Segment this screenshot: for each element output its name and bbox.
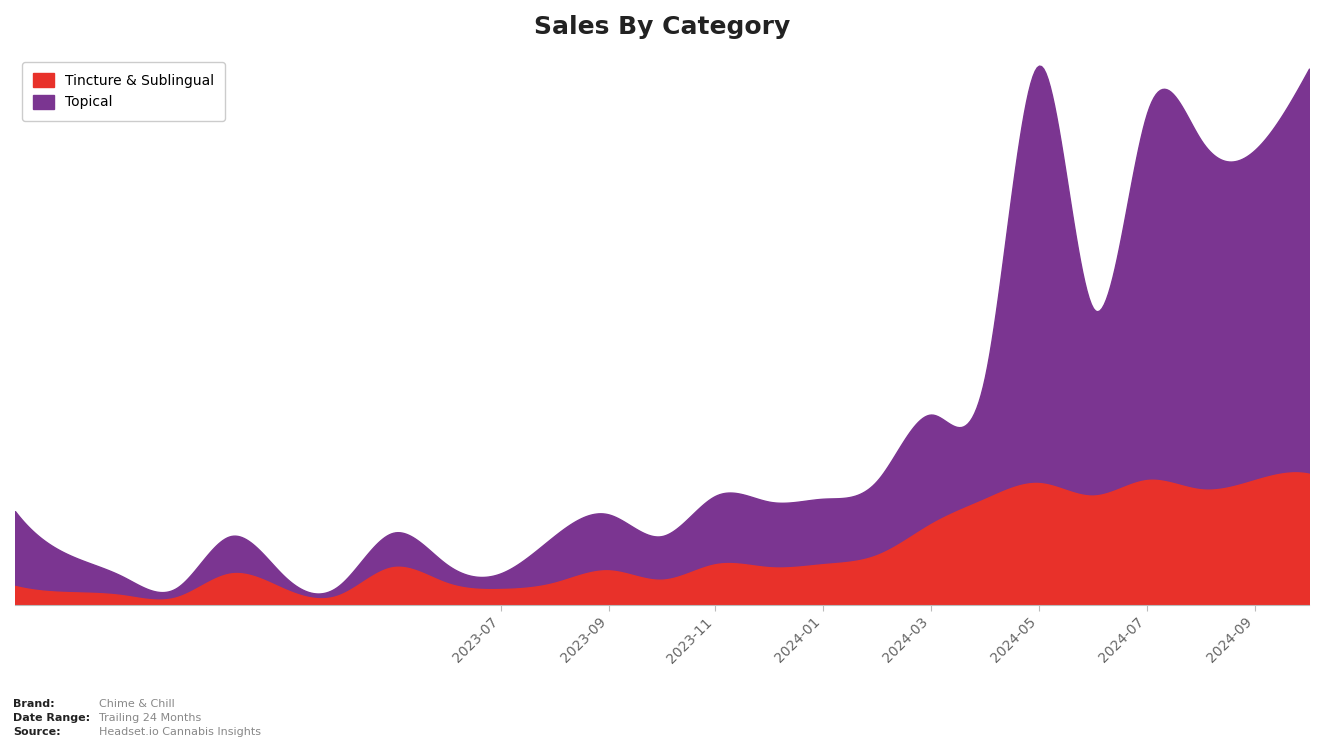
Title: Sales By Category: Sales By Category [534,15,790,39]
Text: Source:: Source: [13,726,61,737]
Text: Date Range:: Date Range: [13,713,90,723]
Legend: Tincture & Sublingual, Topical: Tincture & Sublingual, Topical [23,62,225,120]
Text: Brand:: Brand: [13,699,54,709]
Text: Headset.io Cannabis Insights: Headset.io Cannabis Insights [99,726,261,737]
Text: Chime & Chill: Chime & Chill [99,699,175,709]
Text: Trailing 24 Months: Trailing 24 Months [99,713,201,723]
